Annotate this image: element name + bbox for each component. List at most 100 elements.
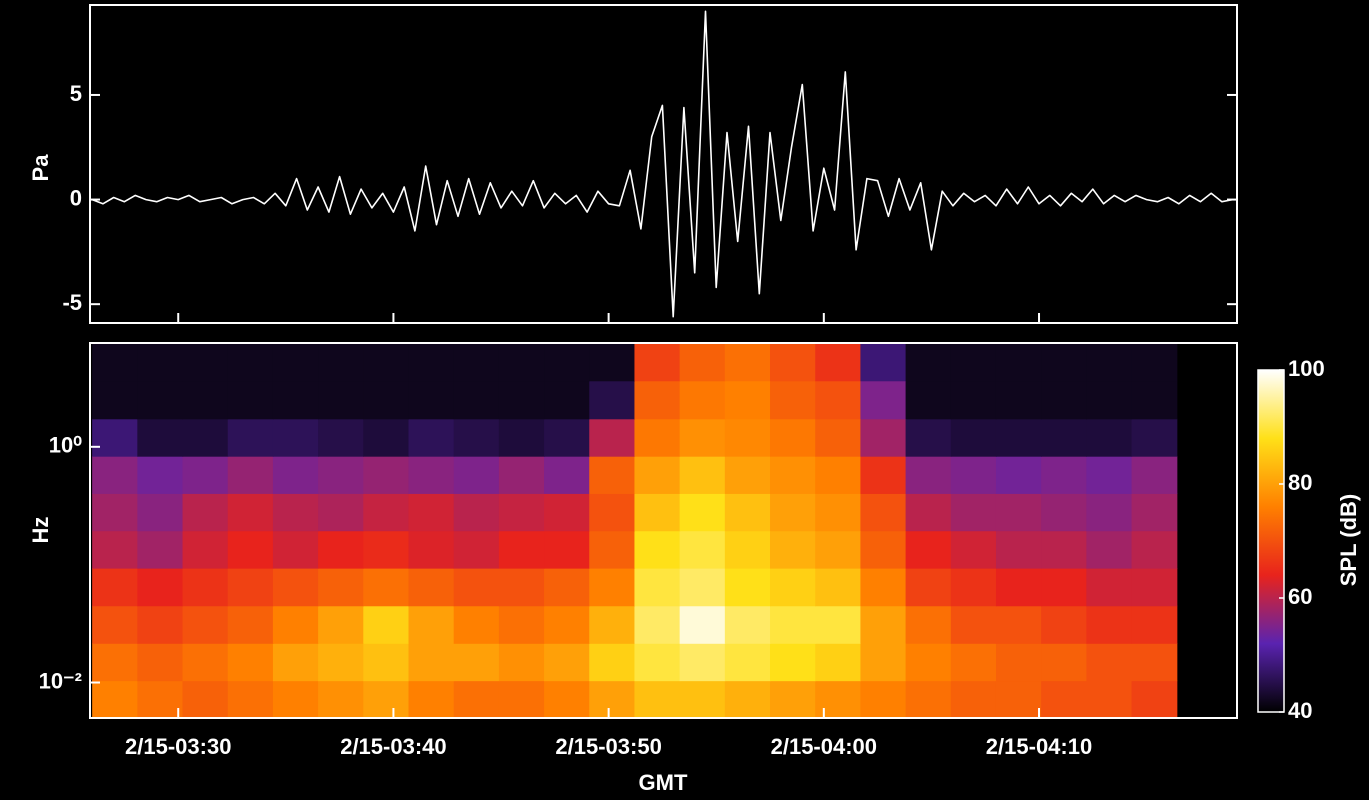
heatmap-cell	[408, 681, 454, 719]
heatmap-cell	[860, 419, 906, 457]
heatmap-cell	[996, 681, 1042, 719]
heatmap-cell	[680, 606, 726, 644]
heatmap-cell	[815, 606, 861, 644]
x-tick-label: 2/15-03:30	[125, 734, 231, 759]
heatmap-cell	[499, 568, 545, 606]
heatmap-cell	[589, 419, 635, 457]
heatmap-cell	[634, 531, 680, 569]
heatmap-cell	[1086, 606, 1132, 644]
heatmap-cell	[725, 456, 771, 494]
y-tick-label: -5	[62, 290, 82, 315]
heatmap-cell	[860, 381, 906, 420]
plot-frame	[90, 5, 1237, 323]
heatmap-cell	[454, 419, 500, 457]
heatmap-cell	[815, 343, 861, 381]
heatmap-cell	[680, 643, 726, 681]
colorbar-tick-label: 100	[1288, 356, 1325, 381]
heatmap-cell	[860, 531, 906, 569]
heatmap-cell	[273, 531, 319, 569]
heatmap-cell	[408, 606, 454, 644]
heatmap-cell	[183, 606, 229, 644]
heatmap-cell	[273, 681, 319, 719]
heatmap-cell	[228, 531, 274, 569]
heatmap-cell	[589, 531, 635, 569]
heatmap-cell	[725, 343, 771, 381]
heatmap-cell	[544, 531, 590, 569]
heatmap-cell	[680, 343, 726, 381]
heatmap-cell	[770, 456, 816, 494]
heatmap-cell	[725, 681, 771, 719]
heatmap-cell	[906, 681, 952, 719]
heatmap-cell	[770, 343, 816, 381]
heatmap-cell	[815, 568, 861, 606]
heatmap-cell	[454, 531, 500, 569]
heatmap-cell	[996, 419, 1042, 457]
heatmap-cell	[273, 343, 319, 381]
heatmap-cell	[1132, 381, 1178, 420]
heatmap-cell	[860, 343, 906, 381]
heatmap-cell	[1132, 343, 1178, 381]
heatmap-cell	[770, 606, 816, 644]
heatmap-cell	[815, 493, 861, 531]
heatmap-cell	[815, 643, 861, 681]
heatmap-cell	[634, 493, 680, 531]
heatmap-cell	[951, 531, 997, 569]
heatmap-cell	[318, 381, 364, 420]
heatmap-cell	[183, 456, 229, 494]
heatmap-cell	[815, 419, 861, 457]
x-tick-label: 2/15-04:00	[771, 734, 877, 759]
heatmap-cell	[544, 343, 590, 381]
heatmap-cell	[408, 419, 454, 457]
waveform	[92, 11, 1233, 316]
heatmap-cell	[951, 493, 997, 531]
heatmap-cell	[634, 606, 680, 644]
x-axis-label: GMT	[639, 770, 688, 795]
page: {"chart_data": [ {"type": "line", "ylabe…	[0, 0, 1369, 800]
heatmap-cell	[996, 381, 1042, 420]
heatmap-cell	[318, 531, 364, 569]
heatmap-cell	[273, 568, 319, 606]
heatmap-cell	[951, 643, 997, 681]
heatmap-cell	[137, 493, 183, 531]
heatmap-cell	[363, 681, 409, 719]
colorbar-tick-label: 80	[1288, 470, 1312, 495]
heatmap-cell	[906, 568, 952, 606]
heatmap-cell	[544, 381, 590, 420]
heatmap-cell	[137, 456, 183, 494]
heatmap-cell	[770, 531, 816, 569]
x-tick-label: 2/15-03:50	[555, 734, 661, 759]
heatmap-cell	[770, 493, 816, 531]
heatmap-cell	[183, 643, 229, 681]
heatmap-cell	[906, 493, 952, 531]
heatmap-cell	[906, 643, 952, 681]
heatmap-cell	[725, 606, 771, 644]
heatmap-cell	[499, 456, 545, 494]
heatmap-cell	[589, 493, 635, 531]
heatmap-cell	[92, 343, 138, 381]
chart: Pa Hz GMT SPL (dB) -50510⁻²10⁰2/15-03:30…	[0, 0, 1369, 800]
heatmap-cell	[1086, 681, 1132, 719]
heatmap-cell	[634, 681, 680, 719]
heatmap-cell	[408, 568, 454, 606]
heatmap-cell	[906, 456, 952, 494]
heatmap-cell	[951, 419, 997, 457]
heatmap-cell	[318, 419, 364, 457]
heatmap-cell	[589, 343, 635, 381]
heatmap-cell	[273, 381, 319, 420]
heatmap-cell	[680, 419, 726, 457]
heatmap-cell	[589, 643, 635, 681]
heatmap-cell	[1086, 419, 1132, 457]
heatmap-cell	[183, 568, 229, 606]
heatmap-cell	[137, 643, 183, 681]
heatmap-cell	[634, 343, 680, 381]
heatmap-cell	[318, 456, 364, 494]
heatmap-cell	[318, 568, 364, 606]
heatmap-cell	[680, 456, 726, 494]
heatmap-cell	[92, 681, 138, 719]
heatmap-cell	[318, 343, 364, 381]
heatmap-cell	[454, 343, 500, 381]
heatmap-cell	[228, 606, 274, 644]
heatmap-cell	[544, 568, 590, 606]
heatmap-cell	[680, 493, 726, 531]
heatmap-cell	[92, 381, 138, 420]
